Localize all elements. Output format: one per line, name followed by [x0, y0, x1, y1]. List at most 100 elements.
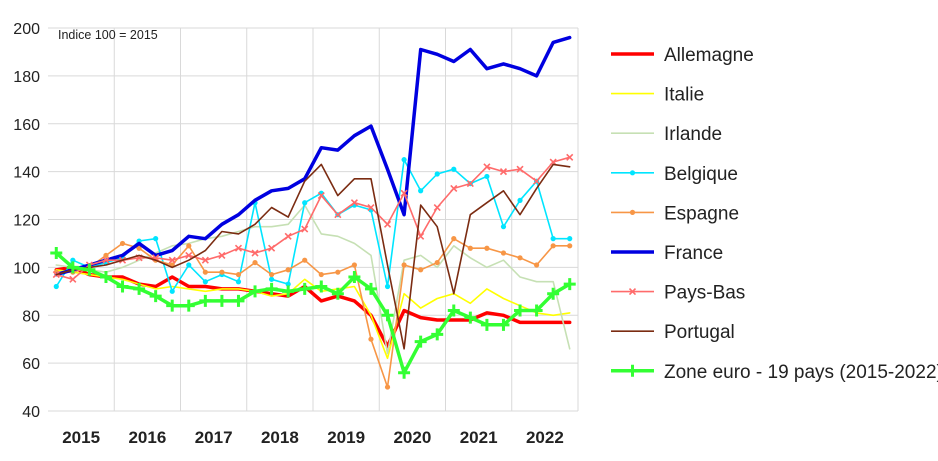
x-tick-label: 2020 [393, 428, 431, 447]
data-point [251, 249, 259, 257]
data-point [384, 283, 391, 290]
data-point [467, 245, 473, 251]
x-axis: 2015 2016 2017 2018 2019 2020 2021 2022 [62, 428, 564, 447]
data-point [50, 247, 63, 260]
series-line [55, 204, 571, 355]
x-tick-label: 2015 [62, 428, 100, 447]
y-tick-label: 60 [22, 356, 40, 373]
data-point [265, 282, 278, 295]
data-point [499, 168, 508, 176]
data-point [268, 271, 275, 278]
data-point [53, 283, 59, 290]
data-point [215, 294, 228, 307]
data-point [301, 225, 309, 233]
data-point [298, 282, 311, 295]
data-point [202, 279, 208, 285]
y-tick-label: 200 [13, 21, 40, 38]
series-france [54, 35, 572, 277]
data-point [401, 157, 407, 163]
legend-label: Belgique [664, 164, 738, 185]
x-tick-label: 2022 [526, 428, 564, 447]
data-point [383, 220, 392, 228]
data-point [418, 188, 424, 194]
data-point [318, 271, 324, 278]
data-point [434, 259, 440, 266]
data-point [364, 282, 377, 295]
series-portugal [55, 163, 571, 350]
data-point [102, 256, 110, 264]
data-point [348, 270, 361, 283]
data-point [315, 280, 328, 293]
data-point [480, 318, 493, 331]
data-point [186, 262, 192, 268]
data-point [497, 318, 510, 331]
data-point [116, 280, 129, 293]
data-point [550, 243, 556, 249]
series-zone-euro-19-pays-2015-2022 [50, 247, 576, 379]
y-tick-label: 100 [13, 260, 40, 277]
data-point [447, 304, 460, 317]
data-point [384, 384, 391, 390]
data-point [185, 251, 193, 259]
y-tick-label: 180 [13, 69, 40, 86]
y-tick-label: 140 [13, 165, 40, 182]
data-point [317, 191, 325, 200]
index-annotation: Indice 100 = 2015 [58, 28, 158, 42]
x-tick-label: 2016 [128, 428, 166, 447]
legend-item: Zone euro - 19 pays (2015-2022) [611, 362, 938, 383]
series-line [55, 268, 571, 360]
data-point [103, 252, 109, 259]
data-point [249, 285, 262, 298]
data-point [235, 279, 242, 285]
legend-marker [626, 364, 639, 377]
data-point [302, 200, 308, 206]
data-point [431, 328, 444, 341]
series-line [55, 163, 571, 350]
data-point [533, 177, 541, 185]
legend-item: Irlande [611, 124, 722, 145]
legend-item: Pays-Bas [611, 283, 745, 304]
legend-label: Pays-Bas [664, 283, 745, 304]
data-point [547, 287, 560, 300]
data-point [282, 285, 295, 298]
data-point [335, 269, 341, 275]
data-point [199, 294, 212, 307]
data-point [186, 243, 192, 249]
data-point [285, 267, 291, 273]
data-point [530, 304, 543, 317]
data-point [133, 282, 146, 295]
legend-marker [628, 288, 637, 296]
x-tick-label: 2019 [327, 428, 365, 447]
legend-label: Irlande [664, 124, 722, 145]
data-point [567, 243, 573, 249]
legend-label: Zone euro - 19 pays (2015-2022) [664, 362, 938, 383]
data-point [433, 203, 441, 212]
data-point [334, 211, 342, 219]
data-point [83, 263, 96, 276]
data-point [514, 304, 527, 317]
legend-label: Portugal [664, 322, 735, 343]
legend-marker [629, 170, 636, 176]
x-tick-label: 2018 [261, 428, 299, 447]
legend-item: France [611, 243, 723, 264]
legend-label: Espagne [664, 203, 739, 224]
y-tick-label: 40 [22, 404, 40, 421]
data-point [149, 290, 162, 303]
data-point [350, 199, 358, 207]
data-point [567, 236, 573, 242]
data-point [219, 269, 225, 275]
data-point [201, 256, 209, 264]
data-point [99, 270, 112, 283]
data-point [451, 236, 457, 242]
data-point [284, 232, 292, 240]
y-tick-label: 80 [22, 308, 40, 325]
data-point [136, 245, 142, 251]
x-tick-label: 2017 [195, 428, 233, 447]
data-point [234, 244, 243, 252]
data-point [466, 180, 474, 188]
data-point [517, 197, 523, 203]
data-point [232, 294, 245, 307]
data-point [368, 336, 374, 342]
data-point [252, 259, 258, 266]
